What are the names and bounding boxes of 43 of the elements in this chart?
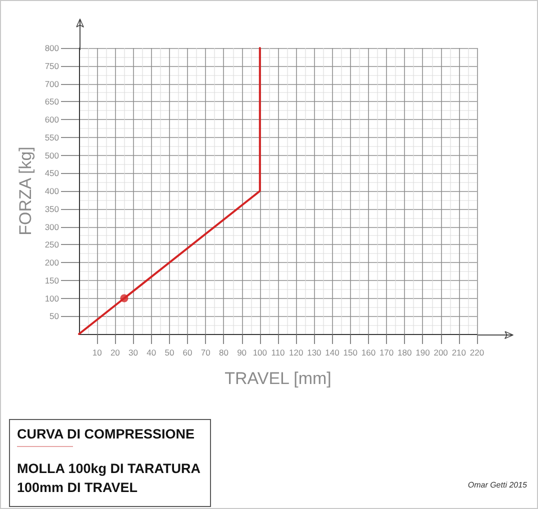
text: CURVA DI COMPRESSIONE [17,426,195,442]
x-tick-label: 30 [128,348,138,358]
x-tick-label: 20 [110,348,120,358]
y-tick-label: 300 [44,222,60,232]
text: MOLLA 100kg DI TARATURA 100mm DI TRAVEL [17,461,201,495]
x-tick-label: 100 [252,348,268,358]
y-tick-label: 600 [44,114,60,124]
y-tick-label: 150 [44,275,60,286]
y-tick-label: 800 [44,43,60,53]
x-tick-label: 110 [271,348,286,358]
y-tick-label: 700 [44,78,60,89]
y-tick-label: 750 [44,60,60,71]
x-tick-label: 170 [379,348,394,358]
y-tick-label: 550 [44,132,60,142]
x-tick-label: 40 [146,348,156,358]
y-axis-title: FORZA [kg] [16,146,35,236]
y-tick-label: 100 [44,293,60,304]
x-tick-label: 190 [416,348,430,358]
x-tick-label: 200 [434,348,448,358]
x-tick-label: 60 [182,348,193,358]
x-tick-label: 220 [470,348,484,358]
y-tick-label: 500 [44,150,60,160]
x-tick-label: 70 [200,348,211,358]
x-axis-title: TRAVEL [mm] [224,369,332,388]
y-tick-label: 250 [44,240,60,250]
x-tick-label: 80 [218,348,229,358]
y-tick-label: 50 [50,311,60,322]
x-tick-label: 50 [164,348,174,358]
x-tick-label: 120 [288,348,304,358]
x-tick-label: 130 [307,348,322,358]
y-tick-label: 650 [44,96,60,107]
x-tick-label: 140 [325,348,340,358]
y-tick-label: 200 [44,258,60,268]
text: Omar Getti 2015 [468,480,528,490]
x-tick-label: 160 [361,348,376,358]
x-tick-label: 90 [237,348,247,358]
x-tick-label: 180 [398,348,412,358]
x-tick-label: 150 [343,348,358,358]
x-tick-label: 10 [92,348,102,358]
y-tick-label: 400 [44,186,60,196]
x-tick-label: 210 [452,348,466,358]
y-tick-label: 450 [44,168,60,178]
y-tick-label: 350 [44,204,60,214]
